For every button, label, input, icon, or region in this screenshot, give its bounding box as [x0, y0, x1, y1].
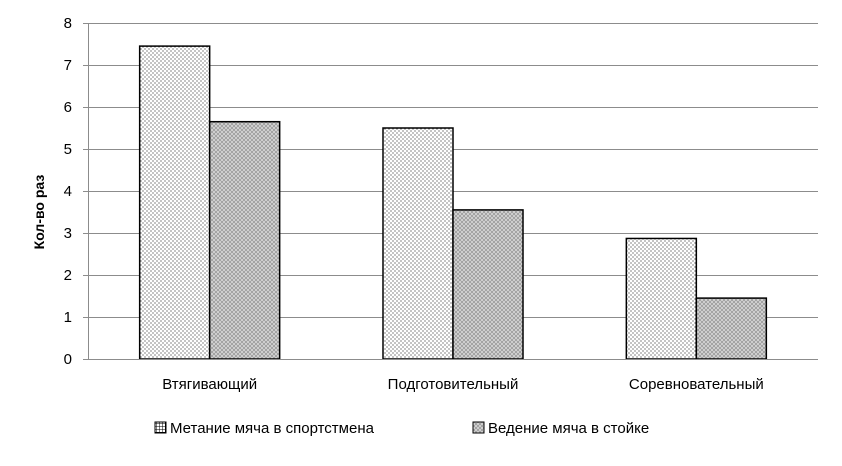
- y-tick-label: 6: [64, 99, 72, 116]
- y-tick-label: 7: [64, 57, 72, 74]
- y-tick-label: 3: [64, 225, 72, 242]
- y-tick-label: 5: [64, 141, 72, 158]
- legend: Метание мяча в спортстмена Ведение мяча в…: [154, 420, 649, 437]
- bars: [138, 45, 768, 360]
- y-tick-label: 0: [64, 351, 72, 368]
- bar-2: [695, 297, 768, 360]
- axes: [83, 23, 818, 360]
- legend-swatch: [154, 421, 167, 434]
- bar-2: [452, 209, 524, 360]
- y-tick-label: 4: [64, 183, 72, 200]
- x-category-label: Соревновательный: [629, 376, 764, 393]
- axis-labels: 0 1 2 3 4 5 6 7 8 Втягивающий Подготовительный Соре…: [64, 15, 764, 393]
- legend-label: Метание мяча в спортстмена: [170, 420, 375, 437]
- legend-swatch: [472, 421, 485, 434]
- legend-label: Ведение мяча в стойке: [488, 420, 649, 437]
- bar-1: [138, 45, 211, 360]
- y-axis-title: Кол-во раз: [31, 175, 47, 250]
- y-tick-label: 1: [64, 309, 72, 326]
- bar-1: [625, 237, 698, 360]
- y-tick-label: 8: [64, 15, 72, 32]
- bar-2: [208, 120, 281, 360]
- x-category-label: Втягивающий: [162, 376, 257, 393]
- bar-1: [382, 127, 454, 360]
- y-tick-label: 2: [64, 267, 72, 284]
- x-category-label: Подготовительный: [388, 376, 519, 393]
